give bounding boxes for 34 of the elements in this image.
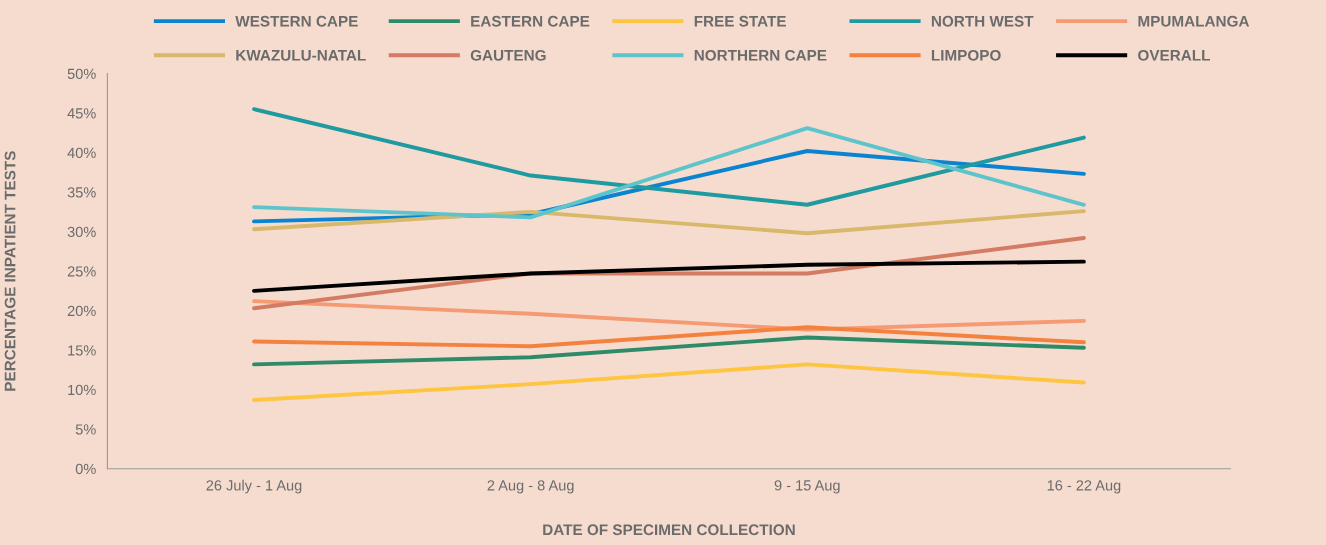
line-series bbox=[252, 335, 1086, 367]
legend-label: FREE STATE bbox=[694, 15, 786, 27]
legend-label: GAUTENG bbox=[470, 49, 546, 61]
x-axis-title: DATE OF SPECIMEN COLLECTION bbox=[543, 524, 795, 536]
y-tick-label: 40% bbox=[67, 147, 96, 159]
y-tick-label: 35% bbox=[67, 187, 96, 198]
line-series bbox=[252, 209, 1086, 236]
legend-label: EASTERN CAPE bbox=[471, 15, 590, 27]
legend-label: LIMPOPO bbox=[931, 49, 1001, 61]
y-tick-label: 50% bbox=[67, 68, 96, 79]
legend-label: KWAZULU-NATAL bbox=[236, 50, 366, 61]
legend-label: OVERALL bbox=[1138, 49, 1210, 61]
legend-label: NORTHERN CAPE bbox=[694, 49, 827, 61]
y-tick-label: 0% bbox=[75, 463, 96, 475]
legend-label: MPUMALANGA bbox=[1138, 15, 1250, 27]
line-series bbox=[252, 107, 1086, 207]
y-tick-label: 15% bbox=[68, 345, 96, 356]
x-tick-label: 2 Aug - 8 Aug bbox=[487, 480, 574, 494]
x-tick-label: 9 - 15 Aug bbox=[774, 480, 840, 494]
line-series bbox=[252, 362, 1086, 402]
y-tick-label: 20% bbox=[67, 305, 96, 317]
y-tick-label: 45% bbox=[67, 108, 96, 119]
y-tick-label: 10% bbox=[68, 384, 96, 396]
line-series bbox=[252, 325, 1086, 349]
y-tick-label: 25% bbox=[67, 266, 96, 277]
y-tick-label: 5% bbox=[75, 424, 96, 435]
x-tick-label: 16 - 22 Aug bbox=[1047, 480, 1121, 494]
legend-label: NORTH WEST bbox=[931, 15, 1034, 27]
x-tick-label: 26 July - 1 Aug bbox=[206, 479, 302, 494]
line-series bbox=[252, 126, 1086, 220]
y-tick-label: 30% bbox=[67, 226, 96, 238]
line-series bbox=[252, 259, 1086, 293]
y-axis-title: PERCENTAGE INPATIENT TESTS bbox=[4, 151, 16, 391]
legend-label: WESTERN CAPE bbox=[235, 15, 358, 27]
